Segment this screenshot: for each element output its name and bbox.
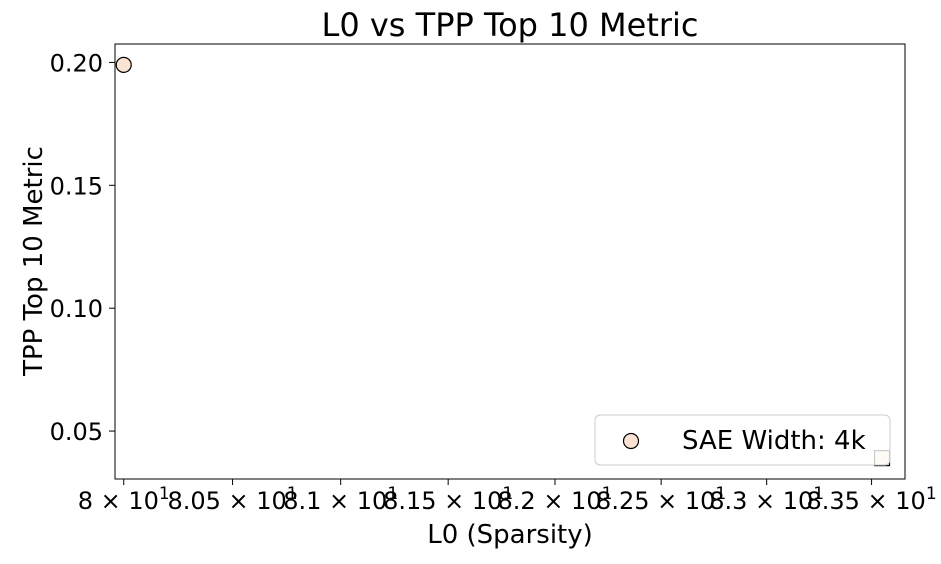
- legend-marker-circle: [622, 432, 640, 450]
- legend-label: SAE Width: 4k: [682, 426, 866, 456]
- y-axis-ticks: 0.05 0.10 0.15 0.20: [50, 49, 115, 446]
- x-tick-label: 8.35 × 101: [806, 484, 936, 515]
- x-tick-label: 8.15 × 101: [383, 484, 513, 515]
- x-tick-label: 8.3 × 101: [709, 484, 824, 515]
- chart-title: L0 vs TPP Top 10 Metric: [322, 6, 699, 44]
- y-axis-label: TPP Top 10 Metric: [19, 146, 49, 377]
- legend: SAE Width: 4k: [594, 414, 891, 466]
- y-tick-label: 0.10: [50, 295, 103, 323]
- x-tick-label: 8.2 × 101: [498, 484, 613, 515]
- x-tick-label: 8.05 × 101: [167, 484, 297, 515]
- x-tick-label: 8 × 101: [78, 484, 170, 515]
- x-tick-label: 8.25 × 101: [596, 484, 726, 515]
- plot-area: [114, 43, 906, 480]
- y-tick-label: 0.15: [50, 172, 103, 200]
- y-tick-label: 0.20: [50, 49, 103, 77]
- data-point-circle: [115, 56, 132, 73]
- x-tick-label: 8.1 × 101: [283, 484, 398, 515]
- x-axis-label: L0 (Sparsity): [427, 520, 593, 550]
- y-tick-label: 0.05: [50, 418, 103, 446]
- legend-box: [594, 414, 891, 466]
